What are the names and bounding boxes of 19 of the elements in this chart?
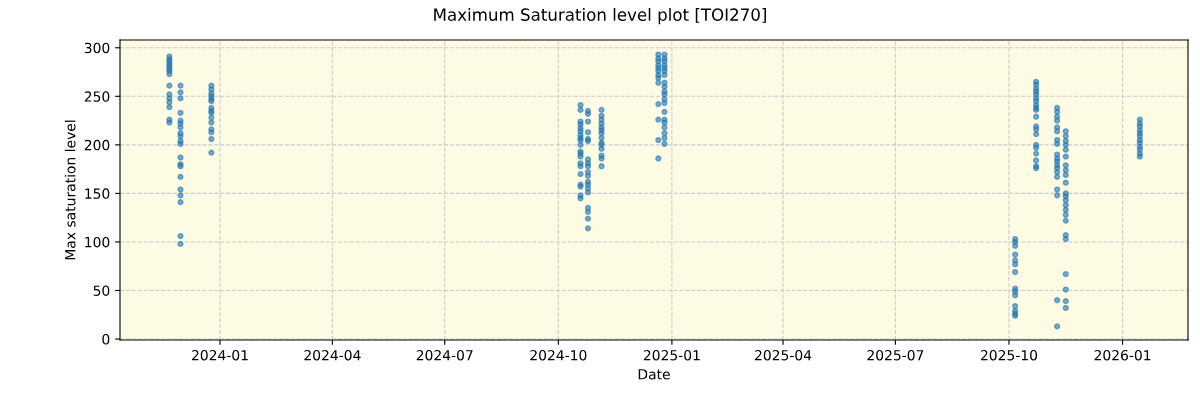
x-tick-label: 2024-10 (530, 349, 587, 361)
y-tick-label: 100 (85, 236, 110, 248)
x-tick-label: 2025-07 (867, 349, 924, 361)
y-tick-label: 300 (84, 42, 110, 54)
y-tick-label: 50 (93, 285, 110, 296)
y-tick-label: 250 (84, 91, 110, 102)
y-tick-label: 0 (102, 334, 110, 345)
x-axis-title: Date (638, 369, 670, 380)
x-tick-label: 2024-07 (416, 349, 473, 361)
x-tick-label: 2024-01 (192, 349, 248, 361)
y-tick-label: 150 (85, 188, 110, 199)
x-tick-label: 2025-10 (980, 349, 1038, 361)
chart-title: Maximum Saturation level plot [TOI270] (434, 8, 766, 25)
x-tick-label: 2024-04 (304, 349, 361, 361)
y-axis-title: Max saturation level (64, 120, 76, 260)
y-tick-label: 200 (84, 139, 110, 151)
x-tick-label: 2025-04 (755, 349, 812, 361)
x-tick-label: 2025-01 (643, 349, 700, 361)
x-tick-label: 2026-01 (1094, 349, 1151, 361)
